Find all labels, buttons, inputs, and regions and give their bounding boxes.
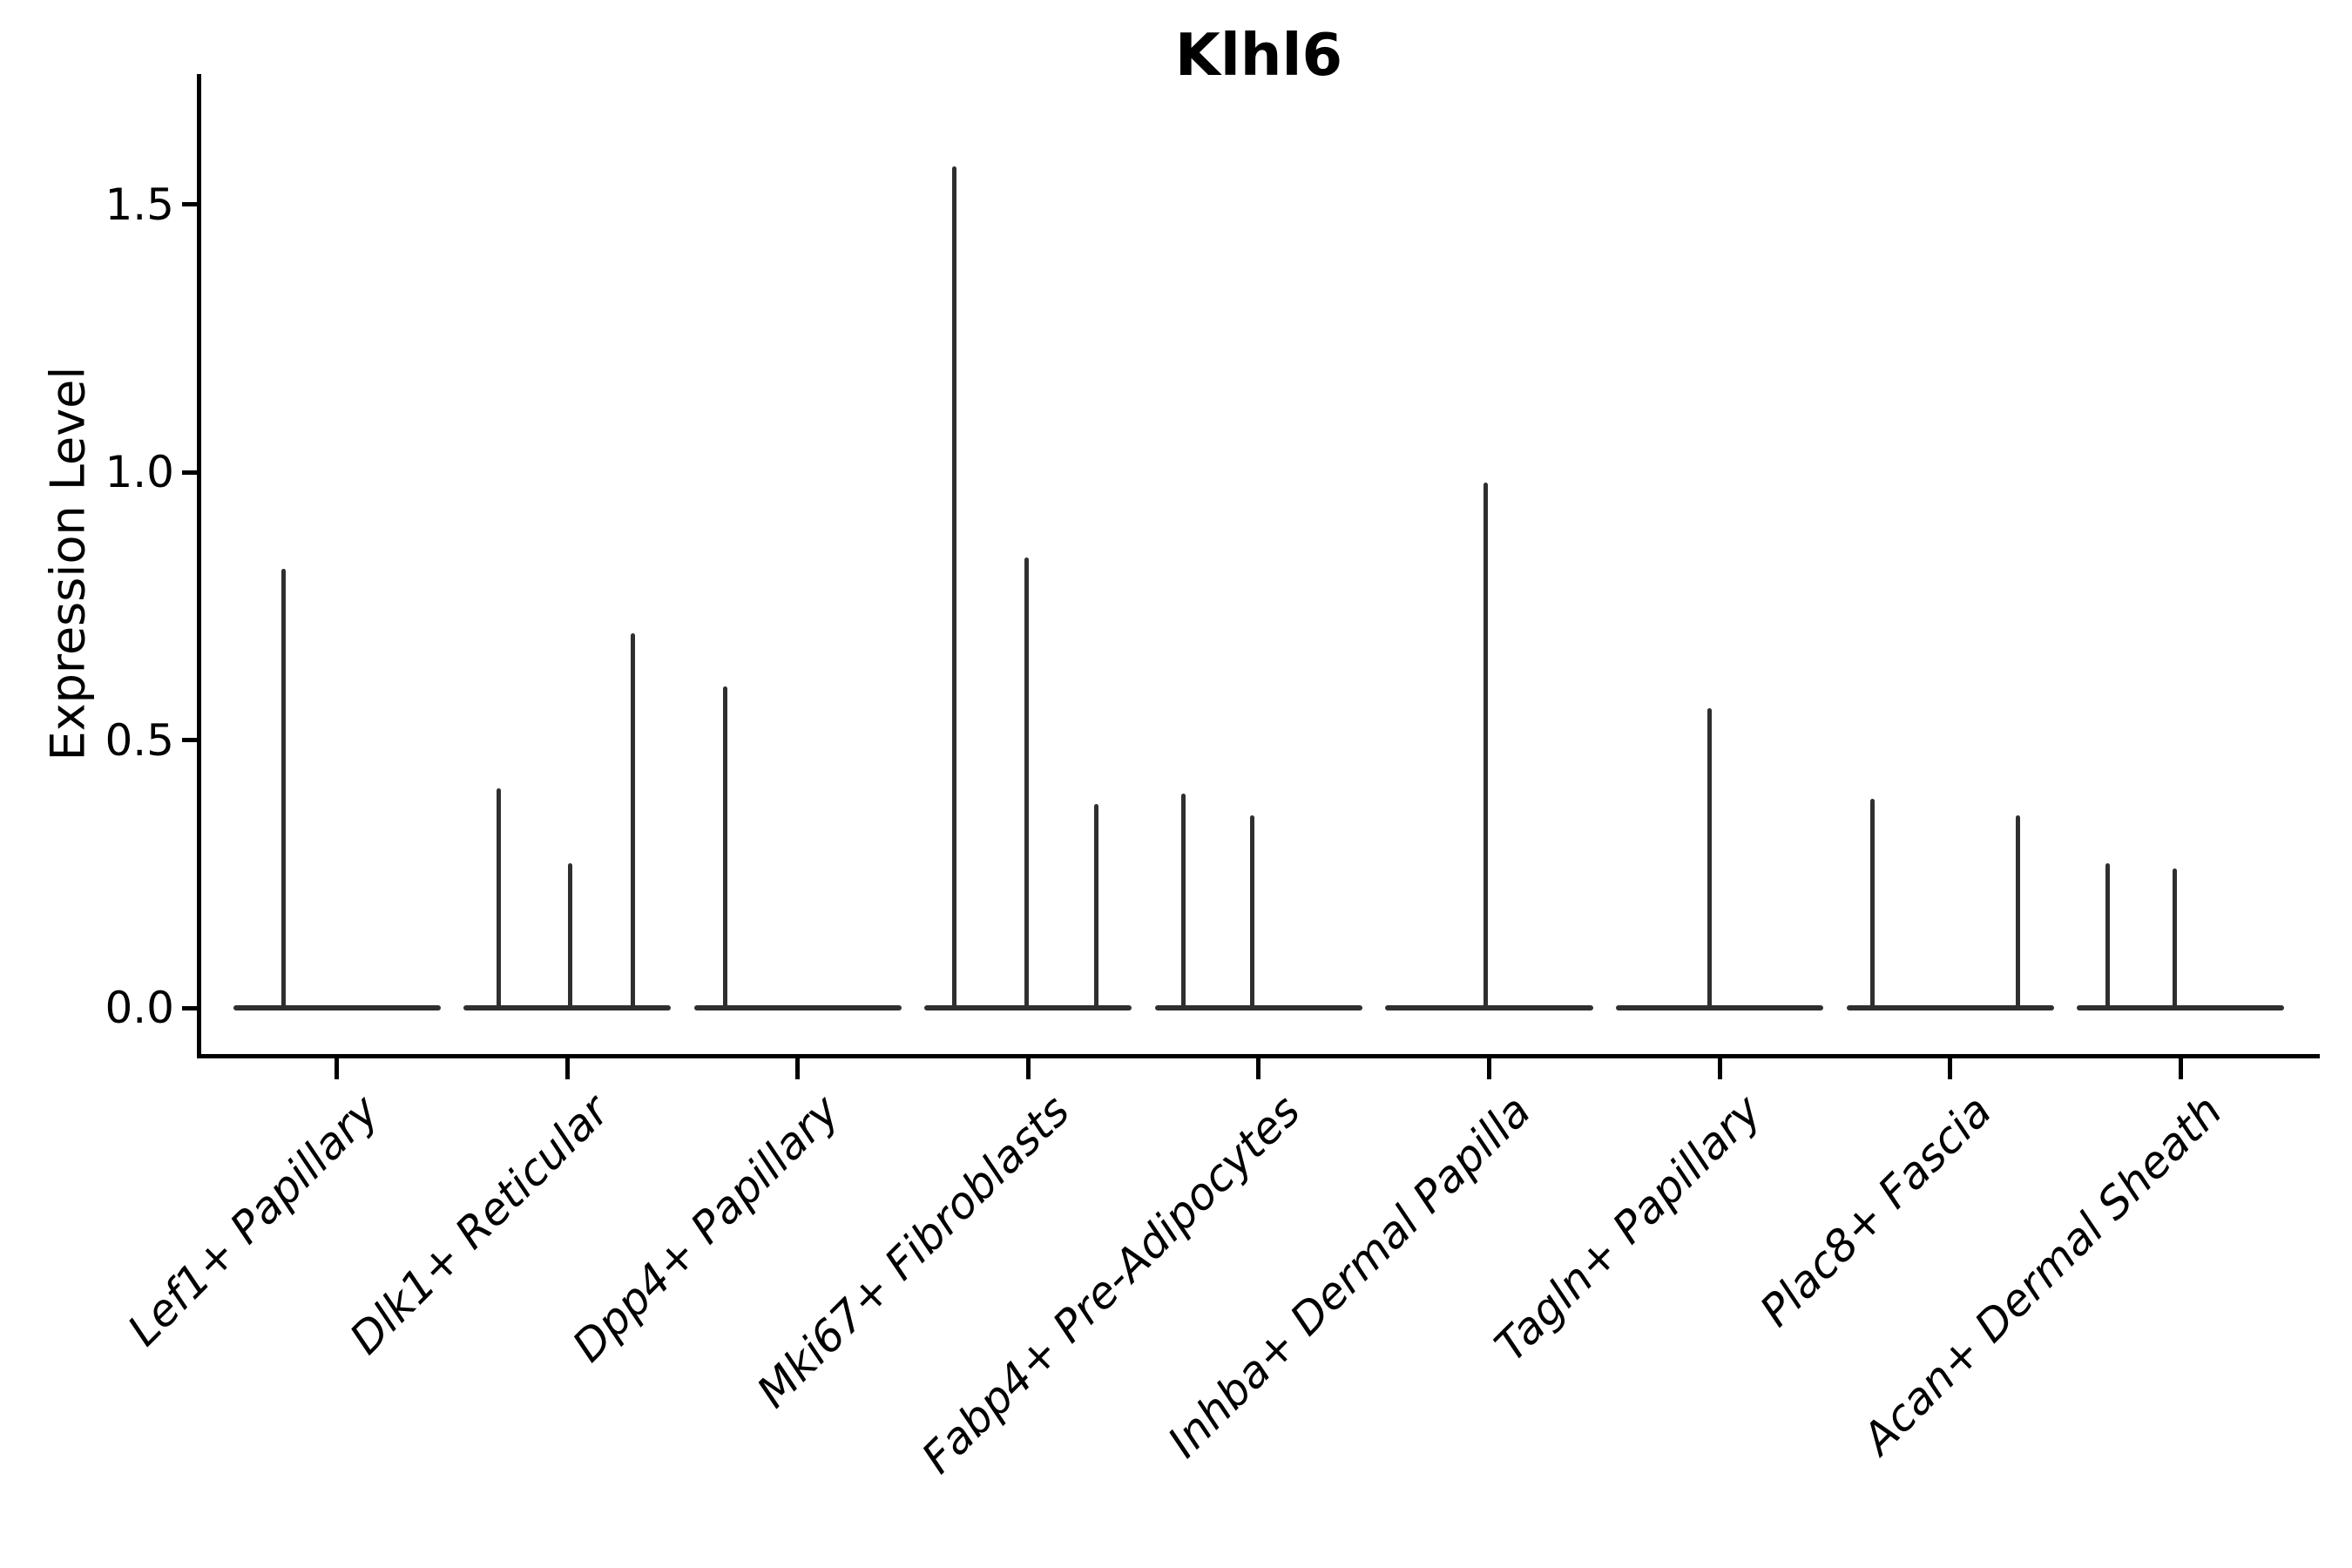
violin-spike [722,686,727,1010]
violin-baseline [1154,1005,1362,1010]
violin-spike [1483,483,1488,1010]
x-axis-spine [196,1054,2320,1058]
x-tick [1717,1058,1722,1079]
x-tick [1256,1058,1261,1079]
violin-baseline [1846,1005,2054,1010]
y-tick [182,738,197,742]
violin-spike [2016,814,2021,1010]
y-tick-label: 1.0 [105,447,174,497]
violin-baseline [693,1005,902,1010]
y-axis-spine [196,74,201,1058]
violin-baseline [2077,1005,2285,1010]
x-tick [335,1058,340,1079]
x-tick [795,1058,801,1079]
x-tick [1948,1058,1953,1079]
y-axis-label: Expression Level [40,366,96,761]
violin-spike [1249,814,1254,1010]
x-tick-label: Fabp4+ Pre-Adipocytes [912,1085,1310,1484]
violin-spike [497,787,502,1010]
violin-spike [2173,868,2178,1010]
y-tick [182,202,197,206]
violin-spike [1024,558,1030,1010]
y-tick [182,470,197,475]
y-tick-label: 0.0 [105,983,174,1033]
violin-spike [1707,707,1713,1010]
violin-spike [567,862,572,1010]
violin-spike [2105,862,2111,1010]
x-tick [1025,1058,1031,1079]
violin-spike [631,632,636,1010]
violin-spike [1180,794,1186,1010]
violin-spike [1870,799,1876,1010]
chart-title: Klhl6 [1174,21,1343,89]
x-tick-label: Lef1+ Papillary [118,1085,389,1356]
violin-spike [951,166,956,1010]
y-tick-label: 0.5 [105,714,174,766]
violin-baseline [463,1005,672,1010]
violin-spike [280,568,286,1010]
x-tick [2178,1058,2183,1079]
x-tick [564,1058,570,1079]
violin-baseline [1615,1005,1824,1010]
violin-baseline [233,1005,441,1010]
x-tick [1486,1058,1491,1079]
violin-baseline [1385,1005,1593,1010]
y-tick-label: 1.5 [105,179,174,230]
y-tick [182,1005,197,1010]
violin-spike [1094,804,1099,1010]
x-tick-label: Plac8+ Fascia [1750,1085,2002,1336]
